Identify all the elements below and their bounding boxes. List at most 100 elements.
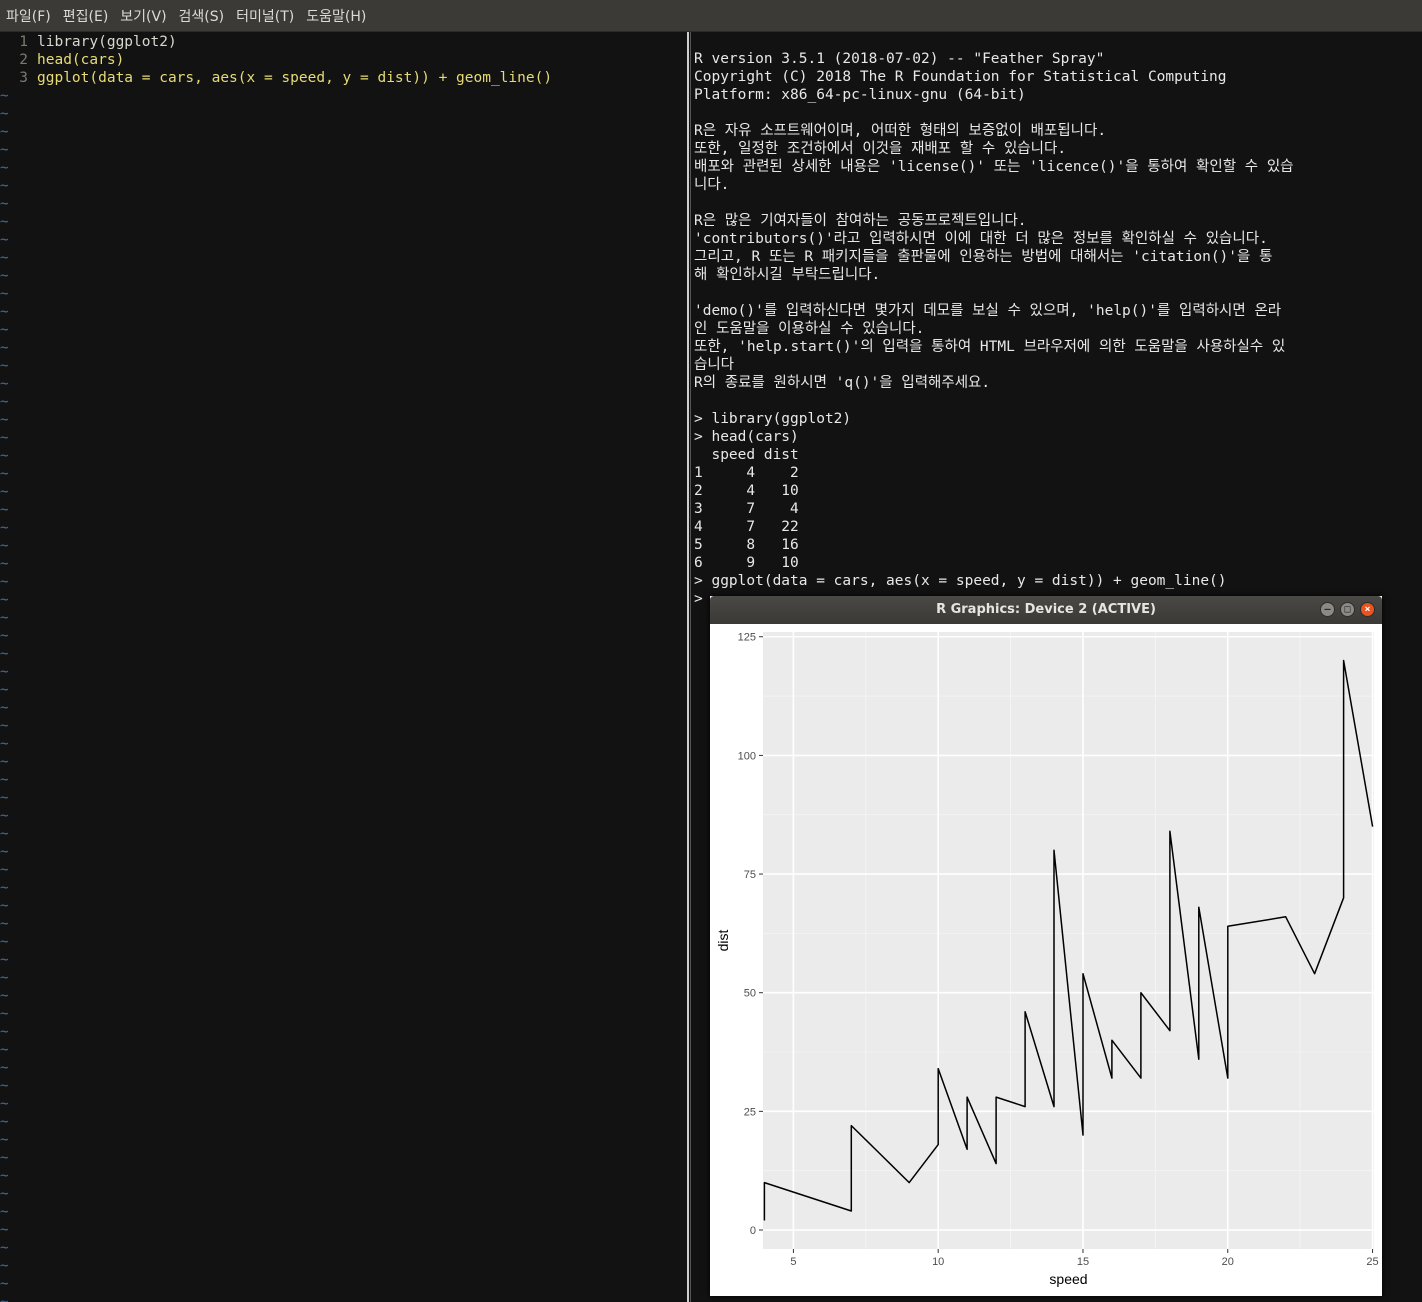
console-line bbox=[694, 194, 1418, 212]
console-line: 니다. bbox=[694, 177, 730, 193]
r-console[interactable]: R version 3.5.1 (2018-07-02) -- "Feather… bbox=[694, 50, 1418, 608]
tilde-marker: ~ bbox=[0, 1186, 9, 1202]
tilde-marker: ~ bbox=[0, 790, 9, 806]
plot-panel bbox=[763, 632, 1374, 1249]
menu-search[interactable]: 검색(S) bbox=[178, 8, 225, 25]
tilde-marker: ~ bbox=[0, 268, 9, 284]
line-number: 1 bbox=[19, 34, 28, 50]
tilde-marker: ~ bbox=[0, 988, 9, 1004]
maximize-button[interactable]: □ bbox=[1340, 602, 1355, 617]
tilde-marker: ~ bbox=[0, 340, 9, 356]
tilde-marker: ~ bbox=[0, 736, 9, 752]
tilde-marker: ~ bbox=[0, 358, 9, 374]
tilde-marker: ~ bbox=[0, 322, 9, 338]
editor-line-1[interactable]: 1 library(ggplot2) bbox=[0, 33, 177, 51]
divider-bar bbox=[687, 32, 689, 1302]
tilde-marker: ~ bbox=[0, 538, 9, 554]
minimize-button[interactable]: – bbox=[1320, 602, 1335, 617]
tilde-marker: ~ bbox=[0, 646, 9, 662]
tilde-marker: ~ bbox=[0, 1258, 9, 1274]
close-button[interactable]: × bbox=[1360, 602, 1375, 617]
console-line: Platform: x86_64-pc-linux-gnu (64-bit) bbox=[694, 87, 1026, 103]
tilde-marker: ~ bbox=[0, 484, 9, 500]
console-line: 'demo()'를 입력하신다면 몇가지 데모를 보실 수 있으며, 'help… bbox=[694, 303, 1282, 319]
tilde-marker: ~ bbox=[0, 1276, 9, 1292]
console-line: 또한, 일정한 조건하에서 이것을 재배포 할 수 있습니다. bbox=[694, 141, 1067, 157]
menu-help[interactable]: 도움말(H) bbox=[306, 8, 367, 25]
menu-edit[interactable]: 편집(E) bbox=[62, 8, 109, 25]
pane-divider[interactable] bbox=[687, 32, 691, 1302]
tilde-marker: ~ bbox=[0, 1168, 9, 1184]
menu-terminal[interactable]: 터미널(T) bbox=[236, 8, 295, 25]
console-line: 2 4 10 bbox=[694, 483, 799, 499]
tilde-marker: ~ bbox=[0, 1114, 9, 1130]
line-number: 3 bbox=[19, 70, 28, 86]
tilde-marker: ~ bbox=[0, 1150, 9, 1166]
y-tick-label: 75 bbox=[744, 869, 756, 881]
ggplot-line-chart: 5 10 15 20 25 0 25 50 75 100 125 speed dist bbox=[715, 632, 1379, 1287]
y-tick-label: 125 bbox=[738, 632, 756, 644]
tilde-marker: ~ bbox=[0, 1006, 9, 1022]
tilde-marker: ~ bbox=[0, 1042, 9, 1058]
tilde-marker: ~ bbox=[0, 106, 9, 122]
console-line: 4 7 22 bbox=[694, 519, 799, 535]
window-title[interactable]: R Graphics: Device 2 (ACTIVE) bbox=[710, 596, 1382, 624]
console-line: 습니다 bbox=[694, 357, 735, 373]
editor-line-text[interactable]: library(ggplot2) bbox=[37, 34, 177, 50]
menu-view[interactable]: 보기(V) bbox=[120, 8, 167, 25]
console-line: speed dist bbox=[694, 447, 799, 463]
tilde-marker: ~ bbox=[0, 718, 9, 734]
console-line: > head(cars) bbox=[694, 429, 799, 445]
editor-line-text[interactable]: head(cars) bbox=[37, 52, 125, 68]
y-tick-label: 25 bbox=[744, 1106, 756, 1118]
tilde-marker: ~ bbox=[0, 88, 9, 104]
console-line: 해 확인하시길 부탁드립니다. bbox=[694, 267, 881, 283]
tilde-marker: ~ bbox=[0, 826, 9, 842]
console-line: R version 3.5.1 (2018-07-02) -- "Feather… bbox=[694, 51, 1105, 67]
console-line: 1 4 2 bbox=[694, 465, 799, 481]
data-line bbox=[763, 659, 1374, 1221]
vim-editor-pane[interactable]: 1 library(ggplot2) 2 head(cars) 3 ggplot(da… bbox=[0, 32, 686, 1302]
console-line: > library(ggplot2) bbox=[694, 411, 852, 427]
tilde-marker: ~ bbox=[0, 628, 9, 644]
console-line: R의 종료를 원하시면 'q()'을 입력해주세요. bbox=[694, 375, 991, 391]
tilde-marker: ~ bbox=[0, 1240, 9, 1256]
menu-file[interactable]: 파일(F) bbox=[6, 8, 51, 25]
tilde-marker: ~ bbox=[0, 700, 9, 716]
tilde-marker: ~ bbox=[0, 178, 9, 194]
tilde-marker: ~ bbox=[0, 430, 9, 446]
editor-line-text[interactable]: ggplot(data = cars, aes(x = speed, y = d… bbox=[37, 70, 553, 86]
tilde-marker: ~ bbox=[0, 1222, 9, 1238]
console-line: 3 7 4 bbox=[694, 501, 799, 517]
console-line bbox=[694, 284, 1418, 302]
tilde-marker: ~ bbox=[0, 574, 9, 590]
console-line bbox=[694, 392, 1418, 410]
tilde-marker: ~ bbox=[0, 250, 9, 266]
tilde-marker: ~ bbox=[0, 1060, 9, 1076]
tilde-marker: ~ bbox=[0, 232, 9, 248]
editor-line-2[interactable]: 2 head(cars) bbox=[0, 51, 124, 69]
tilde-marker: ~ bbox=[0, 214, 9, 230]
tilde-marker: ~ bbox=[0, 304, 9, 320]
console-line: 그리고, R 또는 R 패키지들을 출판물에 인용하는 방법에 대해서는 'ci… bbox=[694, 249, 1273, 265]
tilde-marker: ~ bbox=[0, 1294, 9, 1302]
tilde-marker: ~ bbox=[0, 1078, 9, 1094]
x-tick-label: 20 bbox=[1222, 1256, 1234, 1268]
x-tick-label: 25 bbox=[1366, 1256, 1378, 1268]
tilde-marker: ~ bbox=[0, 124, 9, 140]
console-line bbox=[694, 104, 1418, 122]
console-line: > bbox=[694, 591, 712, 607]
menubar: 파일(F) 편집(E) 보기(V) 검색(S) 터미널(T) 도움말(H) bbox=[0, 0, 1422, 32]
tilde-marker: ~ bbox=[0, 160, 9, 176]
console-line: 인 도움말을 이용하실 수 있습니다. bbox=[694, 321, 925, 337]
x-tick-label: 15 bbox=[1077, 1256, 1089, 1268]
r-graphics-window[interactable]: R Graphics: Device 2 (ACTIVE) – □ × 5 10 1… bbox=[710, 596, 1382, 1296]
tilde-marker: ~ bbox=[0, 916, 9, 932]
tilde-marker: ~ bbox=[0, 952, 9, 968]
y-tick-label: 0 bbox=[750, 1225, 756, 1237]
console-line: 또한, 'help.start()'의 입력을 통하여 HTML 브라우저에 의… bbox=[694, 339, 1286, 355]
tilde-marker: ~ bbox=[0, 754, 9, 770]
editor-line-3[interactable]: 3 ggplot(data = cars, aes(x = speed, y = … bbox=[0, 69, 552, 87]
tilde-marker: ~ bbox=[0, 412, 9, 428]
y-axis-label: dist bbox=[715, 930, 731, 952]
